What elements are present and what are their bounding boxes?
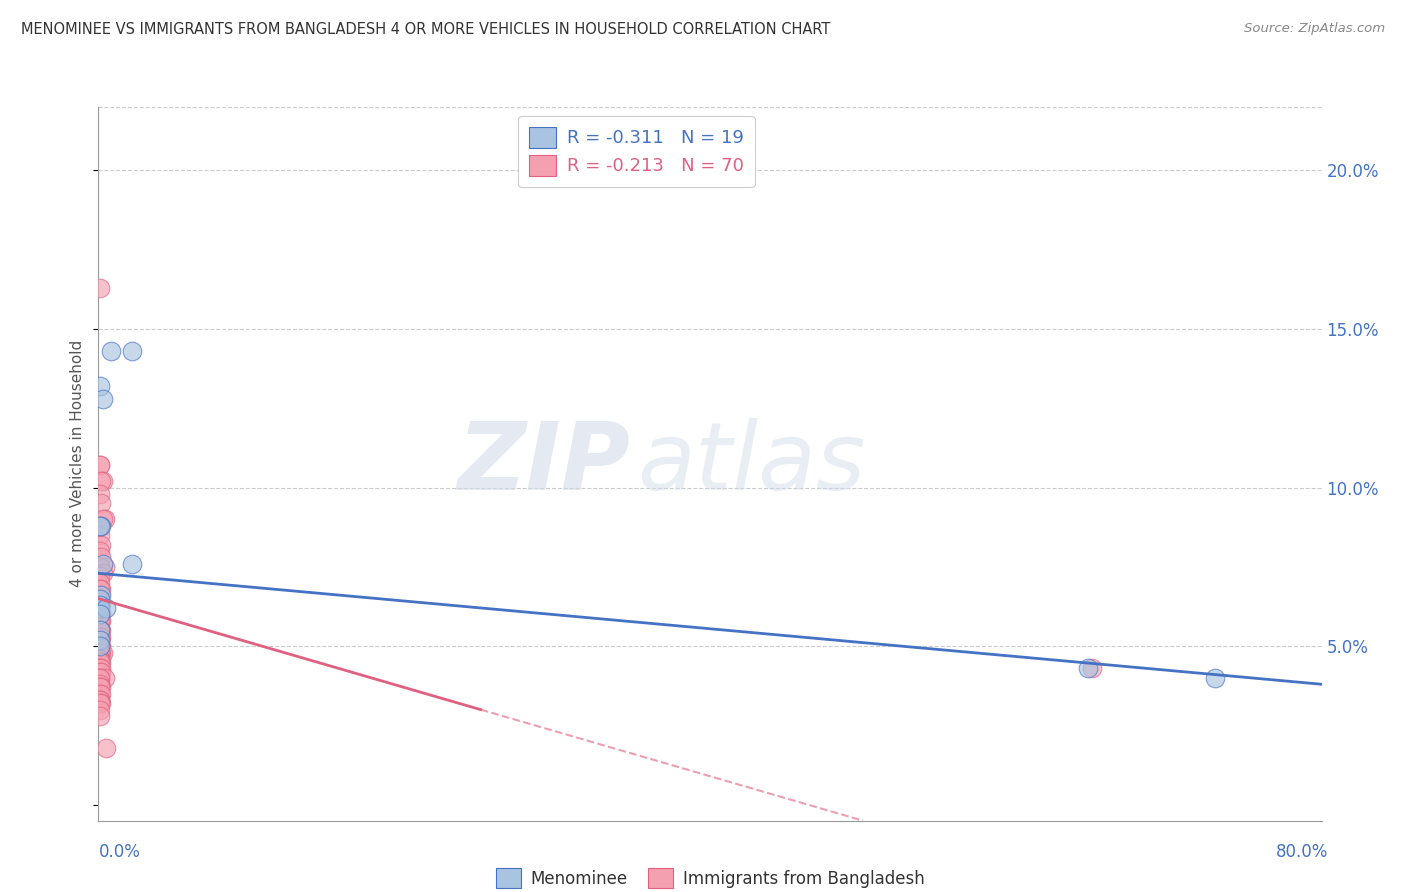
Point bbox=[89, 281, 111, 295]
Point bbox=[91, 392, 114, 406]
Point bbox=[89, 639, 111, 653]
Point bbox=[1077, 661, 1099, 675]
Point bbox=[89, 528, 111, 542]
Text: MENOMINEE VS IMMIGRANTS FROM BANGLADESH 4 OR MORE VEHICLES IN HOUSEHOLD CORRELAT: MENOMINEE VS IMMIGRANTS FROM BANGLADESH … bbox=[21, 22, 831, 37]
Point bbox=[89, 614, 111, 628]
Point bbox=[89, 632, 111, 647]
Point bbox=[89, 575, 111, 590]
Point bbox=[89, 687, 111, 701]
Point bbox=[89, 518, 111, 533]
Point bbox=[89, 379, 111, 393]
Point bbox=[90, 681, 112, 695]
Point bbox=[89, 614, 111, 628]
Point bbox=[93, 560, 115, 574]
Text: atlas: atlas bbox=[637, 418, 865, 509]
Point bbox=[90, 538, 112, 552]
Point bbox=[89, 630, 111, 644]
Y-axis label: 4 or more Vehicles in Household: 4 or more Vehicles in Household bbox=[70, 340, 86, 588]
Point bbox=[89, 458, 111, 473]
Point bbox=[89, 639, 111, 653]
Point bbox=[90, 639, 112, 653]
Point bbox=[1081, 661, 1104, 675]
Point bbox=[89, 652, 111, 666]
Point bbox=[89, 671, 111, 685]
Point bbox=[89, 582, 111, 596]
Point bbox=[89, 544, 111, 558]
Point bbox=[89, 665, 111, 679]
Point bbox=[94, 740, 117, 755]
Point bbox=[89, 632, 111, 647]
Point bbox=[1204, 671, 1226, 685]
Point bbox=[90, 582, 112, 596]
Point bbox=[89, 709, 111, 723]
Point bbox=[89, 591, 111, 606]
Point bbox=[89, 639, 111, 653]
Point bbox=[91, 557, 114, 571]
Point bbox=[89, 652, 111, 666]
Point bbox=[90, 518, 112, 533]
Point bbox=[89, 661, 111, 675]
Point bbox=[89, 518, 111, 533]
Point bbox=[89, 655, 111, 669]
Point bbox=[89, 598, 111, 612]
Point bbox=[89, 677, 111, 691]
Point bbox=[121, 344, 143, 359]
Point bbox=[90, 607, 112, 622]
Text: 80.0%: 80.0% bbox=[1277, 843, 1329, 861]
Point bbox=[90, 696, 112, 710]
Text: 0.0%: 0.0% bbox=[98, 843, 141, 861]
Text: Source: ZipAtlas.com: Source: ZipAtlas.com bbox=[1244, 22, 1385, 36]
Point bbox=[89, 601, 111, 615]
Point bbox=[89, 693, 111, 707]
Point bbox=[90, 550, 112, 565]
Point bbox=[91, 646, 114, 660]
Point bbox=[89, 624, 111, 638]
Point bbox=[90, 661, 112, 675]
Point bbox=[100, 344, 122, 359]
Point bbox=[89, 703, 111, 717]
Point bbox=[89, 639, 111, 653]
Legend: Menominee, Immigrants from Bangladesh: Menominee, Immigrants from Bangladesh bbox=[489, 862, 931, 892]
Point bbox=[89, 624, 111, 638]
Point bbox=[90, 496, 112, 510]
Point bbox=[90, 624, 112, 638]
Point bbox=[89, 646, 111, 660]
Point bbox=[89, 661, 111, 675]
Point bbox=[89, 681, 111, 695]
Point bbox=[89, 614, 111, 628]
Point bbox=[89, 598, 111, 612]
Point bbox=[90, 630, 112, 644]
Point bbox=[90, 655, 112, 669]
Point bbox=[94, 601, 117, 615]
Point bbox=[89, 560, 111, 574]
Point bbox=[90, 475, 112, 489]
Point bbox=[90, 589, 112, 603]
Point bbox=[90, 687, 112, 701]
Point bbox=[89, 598, 111, 612]
Point bbox=[121, 557, 143, 571]
Point bbox=[89, 696, 111, 710]
Point bbox=[89, 607, 111, 622]
Point bbox=[89, 607, 111, 622]
Point bbox=[89, 458, 111, 473]
Point bbox=[89, 487, 111, 501]
Point bbox=[93, 671, 115, 685]
Point bbox=[89, 693, 111, 707]
Text: ZIP: ZIP bbox=[457, 417, 630, 510]
Point bbox=[93, 512, 115, 526]
Point bbox=[89, 632, 111, 647]
Point bbox=[91, 566, 114, 581]
Point bbox=[89, 607, 111, 622]
Point bbox=[89, 569, 111, 583]
Point bbox=[89, 591, 111, 606]
Point bbox=[90, 646, 112, 660]
Point bbox=[91, 475, 114, 489]
Point bbox=[89, 601, 111, 615]
Point bbox=[90, 665, 112, 679]
Point bbox=[89, 671, 111, 685]
Point bbox=[91, 512, 114, 526]
Point bbox=[90, 614, 112, 628]
